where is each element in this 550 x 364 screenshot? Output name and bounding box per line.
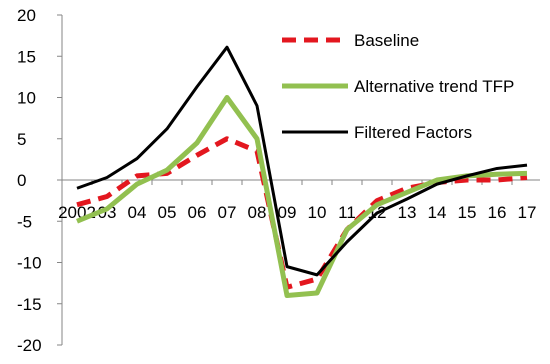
x-tick-label: 09: [278, 203, 297, 222]
legend-label: Baseline: [354, 31, 419, 50]
legend: Baseline Alternative trend TFP Filtered Fa…: [282, 31, 514, 142]
y-tick-label: 5: [17, 130, 26, 149]
x-tick-label: 08: [248, 203, 267, 222]
x-tick-label: 13: [398, 203, 417, 222]
series-lines: [76, 45, 528, 298]
series-line-filtered-factors: [76, 45, 528, 277]
y-tick-labels: -20 -15 -10 -5 0 5 10 15 20: [17, 6, 42, 355]
y-tick-label: 0: [17, 171, 26, 190]
x-tick-label: 11: [338, 203, 356, 222]
x-tick-label: 10: [308, 203, 327, 222]
x-tick-label: 06: [188, 203, 207, 222]
x-tick-label: 15: [458, 203, 477, 222]
y-tick-label: -20: [17, 336, 42, 355]
series-line-alternative-trend-tfp: [76, 95, 528, 298]
x-tick-label: 14: [428, 203, 447, 222]
y-tick-label: -10: [17, 254, 42, 273]
x-tick-labels: 2002 03 04 05 06 07 08 09 10 11 12 13 14 15 16 17: [58, 203, 536, 222]
y-tick-label: -15: [17, 295, 42, 314]
legend-label: Alternative trend TFP: [354, 77, 514, 96]
x-tick-label: 17: [518, 203, 537, 222]
legend-label: Filtered Factors: [354, 123, 472, 142]
x-tick-label: 04: [128, 203, 147, 222]
series-line-baseline: [76, 136, 528, 290]
y-tick-label: 10: [17, 89, 36, 108]
y-axis: [57, 14, 63, 346]
y-tick-label: 20: [17, 6, 36, 25]
y-tick-label: -5: [17, 212, 32, 231]
x-tick-label: 05: [158, 203, 177, 222]
x-tick-label: 07: [218, 203, 237, 222]
y-tick-label: 15: [17, 47, 36, 66]
x-tick-label: 16: [488, 203, 507, 222]
